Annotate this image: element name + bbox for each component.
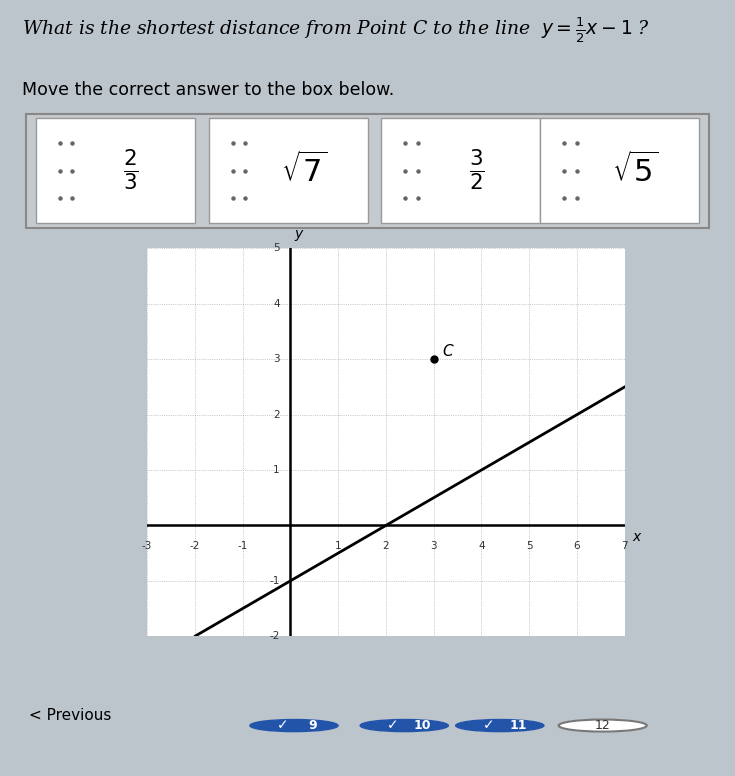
Text: < Previous: < Previous [29, 708, 112, 723]
Text: 5: 5 [526, 541, 533, 551]
Text: 9: 9 [308, 719, 317, 732]
Text: 5: 5 [273, 244, 280, 253]
FancyBboxPatch shape [540, 118, 699, 223]
FancyBboxPatch shape [36, 118, 195, 223]
Text: 1: 1 [273, 465, 280, 475]
Text: -1: -1 [270, 576, 280, 586]
Circle shape [559, 719, 647, 732]
Text: $\frac{3}{2}$: $\frac{3}{2}$ [469, 148, 484, 193]
Text: 2: 2 [382, 541, 390, 551]
Text: -1: -1 [237, 541, 248, 551]
Text: 2: 2 [273, 410, 280, 420]
Text: $\frac{2}{3}$: $\frac{2}{3}$ [123, 148, 139, 193]
FancyBboxPatch shape [209, 118, 368, 223]
Text: What is the shortest distance from Point C to the line  $y=\frac{1}{2}x-1$ ?: What is the shortest distance from Point… [22, 16, 650, 44]
Text: 12: 12 [595, 719, 611, 732]
Text: 3: 3 [430, 541, 437, 551]
Text: $\sqrt{5}$: $\sqrt{5}$ [612, 153, 659, 189]
Text: Move the correct answer to the box below.: Move the correct answer to the box below… [22, 81, 394, 99]
Text: 4: 4 [273, 299, 280, 309]
Text: -2: -2 [270, 632, 280, 641]
Text: $\sqrt{7}$: $\sqrt{7}$ [281, 153, 327, 189]
Text: 7: 7 [621, 541, 628, 551]
Text: 3: 3 [273, 354, 280, 364]
Text: 10: 10 [414, 719, 431, 732]
Text: 11: 11 [509, 719, 527, 732]
Text: y: y [295, 227, 303, 241]
FancyBboxPatch shape [381, 118, 540, 223]
Text: 1: 1 [334, 541, 342, 551]
Text: 6: 6 [573, 541, 581, 551]
Circle shape [360, 719, 448, 732]
Text: ✓: ✓ [387, 719, 399, 733]
Text: x: x [633, 529, 641, 543]
Circle shape [250, 719, 338, 732]
Text: 4: 4 [478, 541, 485, 551]
Text: -2: -2 [190, 541, 200, 551]
Text: ✓: ✓ [483, 719, 495, 733]
FancyBboxPatch shape [26, 113, 709, 228]
Circle shape [456, 719, 544, 732]
Text: C: C [442, 345, 453, 359]
Text: ✓: ✓ [277, 719, 289, 733]
Text: -3: -3 [142, 541, 152, 551]
